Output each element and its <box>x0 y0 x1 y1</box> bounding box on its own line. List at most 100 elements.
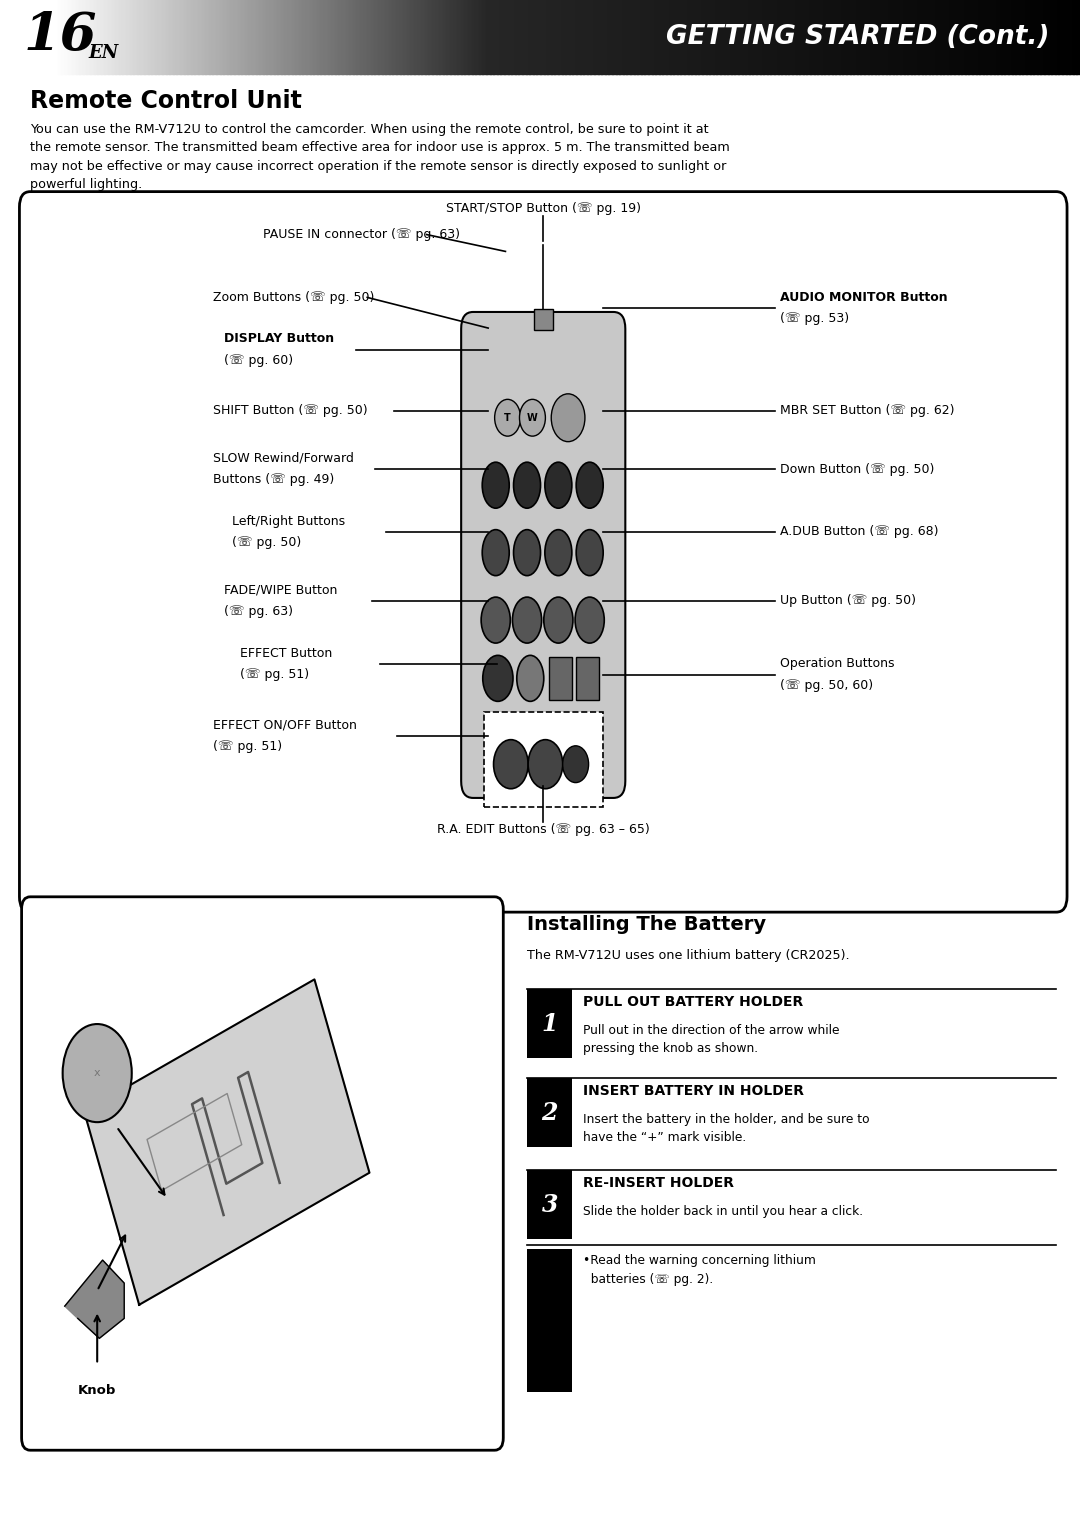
Text: Operation Buttons: Operation Buttons <box>780 658 894 670</box>
Bar <box>130 0 134 74</box>
Bar <box>958 0 962 74</box>
Bar <box>850 0 854 74</box>
Bar <box>980 0 984 74</box>
Bar <box>738 0 743 74</box>
Bar <box>349 0 354 74</box>
Bar <box>759 0 765 74</box>
Bar <box>407 0 411 74</box>
Bar <box>454 0 458 74</box>
Bar <box>835 0 840 74</box>
Bar <box>288 0 293 74</box>
Bar <box>1069 0 1074 74</box>
Bar <box>856 0 862 74</box>
Bar <box>389 0 393 74</box>
Bar <box>580 0 584 74</box>
Text: START/STOP Button (☏ pg. 19): START/STOP Button (☏ pg. 19) <box>446 202 640 215</box>
Bar <box>238 0 242 74</box>
Bar <box>144 0 149 74</box>
Bar <box>468 0 473 74</box>
Circle shape <box>563 747 589 782</box>
Bar <box>756 0 760 74</box>
Bar <box>886 0 890 74</box>
Bar <box>148 0 152 74</box>
Bar <box>630 0 635 74</box>
Ellipse shape <box>516 656 543 702</box>
Bar <box>122 0 127 74</box>
Text: 16: 16 <box>24 9 97 61</box>
Bar <box>313 0 318 74</box>
Text: (☏ pg. 63): (☏ pg. 63) <box>224 606 293 618</box>
Bar <box>670 0 674 74</box>
Bar <box>51 0 55 74</box>
FancyBboxPatch shape <box>461 313 625 797</box>
Bar <box>731 0 735 74</box>
Bar <box>1034 0 1038 74</box>
Bar <box>1077 0 1080 74</box>
Bar <box>457 0 462 74</box>
Text: (☏ pg. 50, 60): (☏ pg. 50, 60) <box>780 679 873 691</box>
Ellipse shape <box>483 463 510 509</box>
Bar <box>576 0 581 74</box>
Bar <box>788 0 793 74</box>
Bar <box>154 0 160 74</box>
Bar <box>810 0 814 74</box>
Bar <box>494 0 498 74</box>
Bar <box>184 0 188 74</box>
Bar <box>108 0 112 74</box>
Bar <box>626 0 631 74</box>
Bar <box>40 0 44 74</box>
Bar <box>818 0 822 74</box>
Text: Slide the holder back in until you hear a click.: Slide the holder back in until you hear … <box>583 1205 863 1217</box>
Bar <box>403 0 408 74</box>
Bar <box>133 0 138 74</box>
Bar <box>767 0 771 74</box>
Text: Down Button (☏ pg. 50): Down Button (☏ pg. 50) <box>780 463 934 475</box>
Text: A.DUB Button (☏ pg. 68): A.DUB Button (☏ pg. 68) <box>780 526 939 538</box>
Text: EN: EN <box>89 44 119 61</box>
Bar <box>216 0 220 74</box>
Bar <box>907 0 912 74</box>
Bar <box>62 0 66 74</box>
Text: INSERT BATTERY IN HOLDER: INSERT BATTERY IN HOLDER <box>583 1084 805 1098</box>
Text: 1: 1 <box>541 1012 558 1036</box>
Polygon shape <box>65 1260 124 1338</box>
Bar <box>176 0 181 74</box>
Bar <box>562 0 566 74</box>
Bar <box>748 0 754 74</box>
Bar <box>224 0 228 74</box>
Text: Pull out in the direction of the arrow while
pressing the knob as shown.: Pull out in the direction of the arrow w… <box>583 1024 840 1055</box>
Text: GETTING STARTED (Cont.): GETTING STARTED (Cont.) <box>666 25 1050 49</box>
Bar <box>583 0 588 74</box>
Bar <box>1040 0 1045 74</box>
Bar <box>893 0 897 74</box>
Ellipse shape <box>514 463 540 509</box>
Bar <box>464 0 469 74</box>
Bar <box>151 0 156 74</box>
Text: MBR SET Button (☏ pg. 62): MBR SET Button (☏ pg. 62) <box>780 405 955 417</box>
Bar <box>270 0 274 74</box>
Text: Insert the battery in the holder, and be sure to
have the “+” mark visible.: Insert the battery in the holder, and be… <box>583 1113 869 1144</box>
Bar <box>252 0 257 74</box>
Bar <box>994 0 998 74</box>
Bar <box>961 0 966 74</box>
Bar <box>418 0 422 74</box>
Bar <box>548 0 552 74</box>
Bar <box>126 0 131 74</box>
Bar <box>716 0 721 74</box>
Bar <box>527 1170 572 1239</box>
Bar <box>778 0 782 74</box>
Bar <box>705 0 711 74</box>
Bar <box>534 310 553 331</box>
Bar <box>65 0 69 74</box>
Bar <box>281 0 285 74</box>
Bar <box>540 0 544 74</box>
Bar <box>14 0 19 74</box>
Bar <box>640 0 646 74</box>
Bar <box>684 0 689 74</box>
Bar <box>947 0 951 74</box>
Bar <box>219 0 225 74</box>
Bar <box>483 0 487 74</box>
Bar <box>910 0 916 74</box>
Bar <box>727 0 732 74</box>
Bar <box>461 0 465 74</box>
